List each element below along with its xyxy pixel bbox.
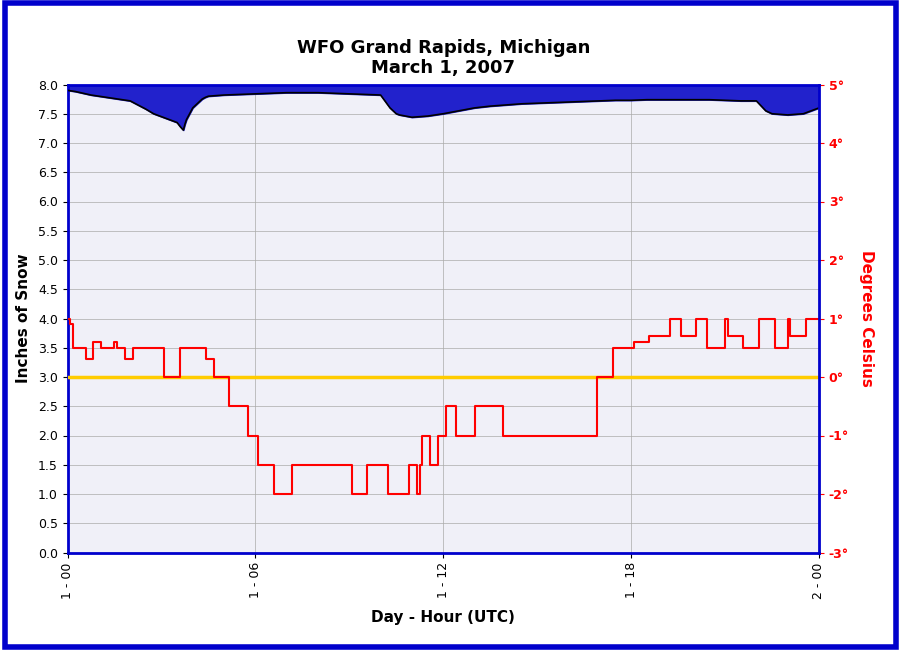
Y-axis label: Inches of Snow: Inches of Snow — [16, 254, 31, 384]
Title: WFO Grand Rapids, Michigan
March 1, 2007: WFO Grand Rapids, Michigan March 1, 2007 — [297, 38, 590, 77]
Y-axis label: Degrees Celsius: Degrees Celsius — [859, 250, 874, 387]
X-axis label: Day - Hour (UTC): Day - Hour (UTC) — [372, 610, 515, 625]
